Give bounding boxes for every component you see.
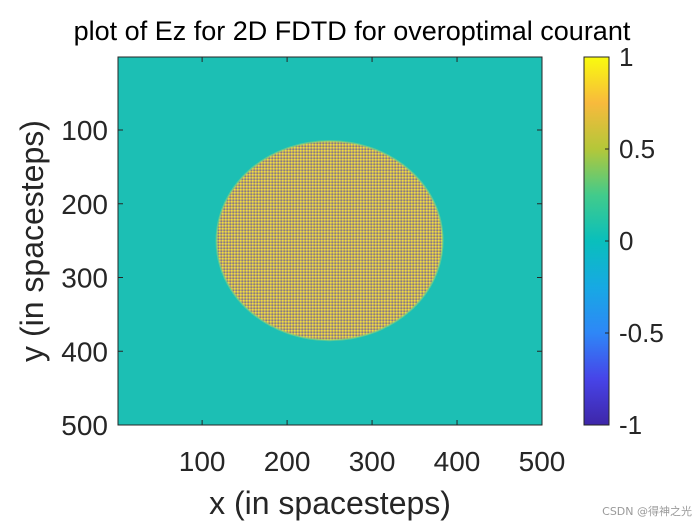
colorbar-tick-label: 0 (619, 226, 633, 256)
axes-box (117, 56, 543, 426)
x-tick-label: 400 (434, 446, 481, 477)
colorbar-tick-label: 0.5 (619, 134, 655, 164)
y-tick-label: 300 (61, 263, 108, 294)
x-tick-label: 100 (179, 446, 226, 477)
x-axis: 100 200 300 400 500 (179, 57, 566, 477)
y-tick-label: 500 (61, 410, 108, 441)
plot-area: 100 200 300 400 500 100 200 300 400 500 (61, 56, 566, 477)
x-axis-label: x (in spacesteps) (209, 485, 451, 521)
colorbar-tick-label: -0.5 (619, 318, 664, 348)
x-tick-label: 500 (519, 446, 566, 477)
chart-title: plot of Ez for 2D FDTD for overoptimal c… (74, 16, 631, 46)
y-axis-label: y (in spacesteps) (14, 120, 50, 362)
watermark: CSDN @得神之光 (602, 505, 692, 518)
y-tick-label: 400 (61, 336, 108, 367)
excited-region-edge (215, 140, 444, 342)
y-tick-label: 200 (61, 189, 108, 220)
y-tick-label: 100 (61, 115, 108, 146)
colorbar-ticks: 1 0.5 0 -0.5 -1 (605, 42, 664, 440)
colorbar: 1 0.5 0 -0.5 -1 (583, 42, 664, 440)
colorbar-tick-label: -1 (619, 410, 642, 440)
excited-region (216, 141, 443, 341)
x-tick-label: 300 (349, 446, 396, 477)
colorbar-gradient (583, 56, 610, 426)
colorbar-tick-label: 1 (619, 42, 633, 72)
x-tick-label: 200 (264, 446, 311, 477)
y-axis: 100 200 300 400 500 (61, 115, 542, 441)
